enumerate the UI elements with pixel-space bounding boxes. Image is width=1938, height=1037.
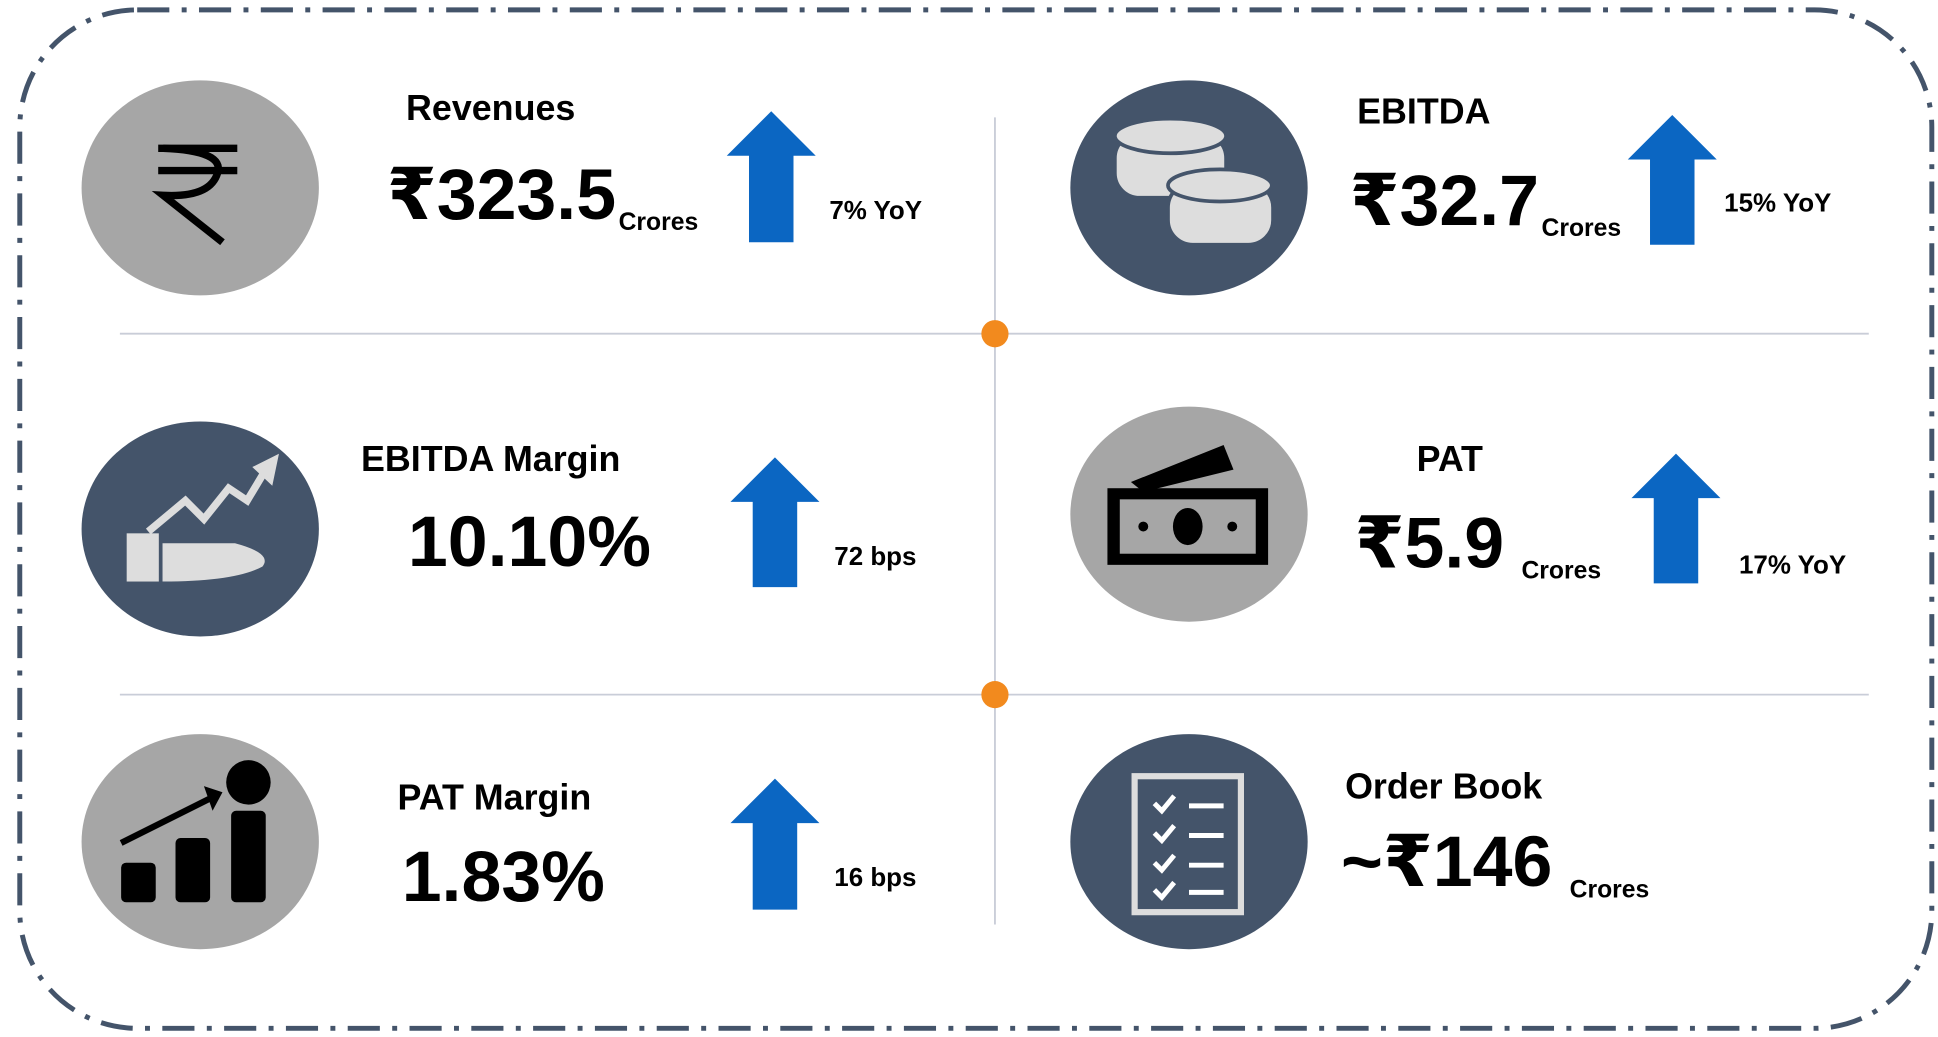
tile-unit: Crores	[1570, 876, 1650, 903]
tile-value: 1.83%	[402, 837, 605, 917]
dot	[981, 681, 1009, 709]
tile-value: 10.10%	[408, 502, 651, 582]
icon-circle	[81, 421, 319, 637]
tile-label: PAT	[1417, 439, 1483, 479]
rupee-icon	[151, 144, 238, 246]
up-arrow	[1631, 453, 1721, 584]
dot	[981, 320, 1009, 348]
tile-change: 72 bps	[834, 543, 916, 571]
tile-unit: Crores	[1521, 557, 1601, 584]
tile-label: Order Book	[1345, 766, 1542, 806]
tile-value: ~₹146	[1341, 822, 1552, 902]
tile-change: 15% YoY	[1724, 189, 1831, 217]
dashed-frame	[17, 7, 1935, 1031]
tile-change: 16 bps	[834, 864, 916, 892]
tile-label: Revenues	[406, 88, 575, 128]
up-arrow	[730, 778, 820, 910]
icon-circle	[1070, 734, 1308, 950]
up-arrow	[726, 111, 816, 243]
tile-unit: Crores	[1542, 215, 1622, 242]
tile-label: EBITDA	[1357, 92, 1490, 132]
growth-icon	[126, 453, 279, 582]
coins-icon	[1112, 116, 1275, 247]
tile-change: 17% YoY	[1739, 552, 1846, 580]
up-arrow	[1627, 114, 1717, 245]
tile-value: ₹5.9	[1355, 503, 1505, 583]
cash-icon	[1107, 444, 1269, 565]
chart-icon	[119, 760, 271, 903]
tile-value: ₹323.5	[387, 155, 616, 235]
tile-value: ₹32.7	[1350, 161, 1539, 241]
tile-change: 7% YoY	[829, 197, 922, 225]
up-arrow	[730, 457, 820, 588]
tile-label: EBITDA Margin	[361, 439, 620, 479]
tile-label: PAT Margin	[398, 778, 592, 818]
checklist-icon	[1131, 773, 1245, 916]
tile-unit: Crores	[619, 209, 699, 236]
